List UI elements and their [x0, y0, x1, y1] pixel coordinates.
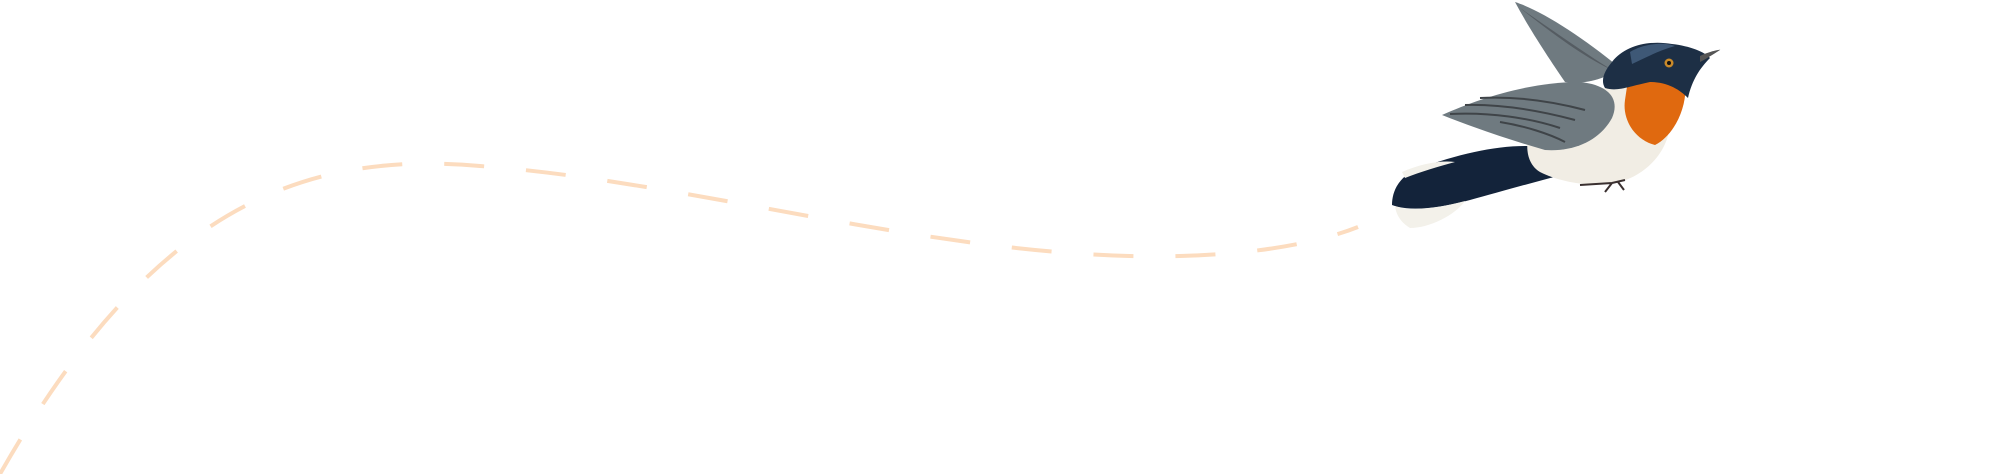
- bird-pupil: [1667, 61, 1671, 65]
- bird-tail: [1392, 146, 1575, 209]
- bird-tail-tips-top: [1402, 161, 1455, 178]
- bird-orange-throat: [1624, 74, 1686, 145]
- bird-beak: [1700, 49, 1721, 62]
- bird-illustration: [1392, 2, 1721, 228]
- bird-lower-wing: [1442, 82, 1615, 151]
- bird-head-highlight: [1630, 43, 1675, 64]
- bird-tail-tips: [1395, 201, 1465, 228]
- bird-wing-feathers: [1449, 96, 1586, 143]
- bird-foot: [1579, 179, 1626, 193]
- bird-head: [1602, 42, 1710, 98]
- dashed-flight-path: [0, 161, 1359, 474]
